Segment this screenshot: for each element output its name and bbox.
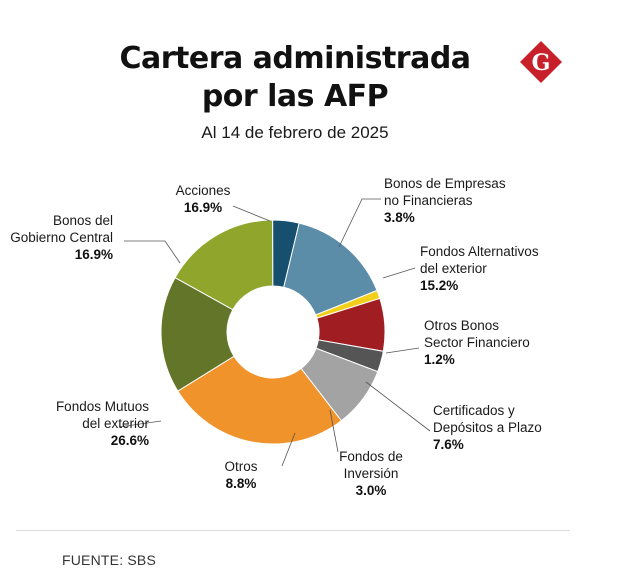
chart-title: Cartera administrada por las AFP — [0, 40, 590, 116]
slice-value-label: 8.8% — [226, 476, 257, 491]
slice-label: Bonos del — [53, 213, 113, 228]
slice-label: Bonos de Empresas — [384, 176, 506, 191]
slice-value-label: 3.8% — [384, 210, 415, 225]
leader-line — [382, 267, 416, 279]
title-line-1: Cartera administrada — [119, 41, 471, 76]
slice-label: Depósitos a Plazo — [433, 420, 542, 435]
slice-value-label: 1.2% — [424, 352, 455, 367]
leader-line — [365, 381, 431, 432]
leader-line — [232, 205, 271, 222]
title-line-2: por las AFP — [201, 79, 389, 114]
leader-line — [118, 420, 162, 428]
leader-line — [338, 198, 381, 248]
slice-label: del exterior — [82, 416, 149, 431]
slice-value-label: 7.6% — [433, 437, 464, 452]
slice-label: Fondos Alternativos — [420, 244, 539, 259]
leader-line — [124, 240, 181, 264]
donut-slice — [283, 222, 378, 316]
slice-label: Sector Financiero — [424, 335, 530, 350]
donut-slice — [177, 355, 343, 445]
source-note: FUENTE: SBS — [62, 552, 156, 568]
footer-divider — [16, 530, 570, 531]
slice-label: Otros — [224, 459, 257, 474]
slice-label: Inversión — [344, 466, 399, 481]
donut-slice — [160, 277, 235, 392]
slice-label: del exterior — [420, 261, 487, 276]
chart-subtitle: Al 14 de febrero de 2025 — [201, 123, 389, 142]
slice-value-label: 16.9% — [184, 200, 222, 215]
slice-label: Fondos de — [339, 449, 403, 464]
slice-value-label: 3.0% — [356, 483, 387, 498]
slice-label: Fondos Mutuos — [56, 399, 149, 414]
slice-value-label: 16.9% — [75, 247, 113, 262]
slice-label: Gobierno Central — [10, 230, 113, 245]
brand-logo-icon: G — [520, 41, 562, 83]
slice-label: Acciones — [176, 183, 231, 198]
slice-label: no Financieras — [384, 193, 473, 208]
slice-value-label: 15.2% — [420, 278, 458, 293]
logo-letter: G — [532, 50, 551, 76]
slice-label: Certificados y — [433, 403, 515, 418]
slice-label: Otros Bonos — [424, 318, 499, 333]
slice-value-label: 26.6% — [111, 433, 149, 448]
leader-line — [329, 409, 339, 453]
leader-line — [281, 432, 296, 467]
leader-line — [385, 347, 420, 354]
